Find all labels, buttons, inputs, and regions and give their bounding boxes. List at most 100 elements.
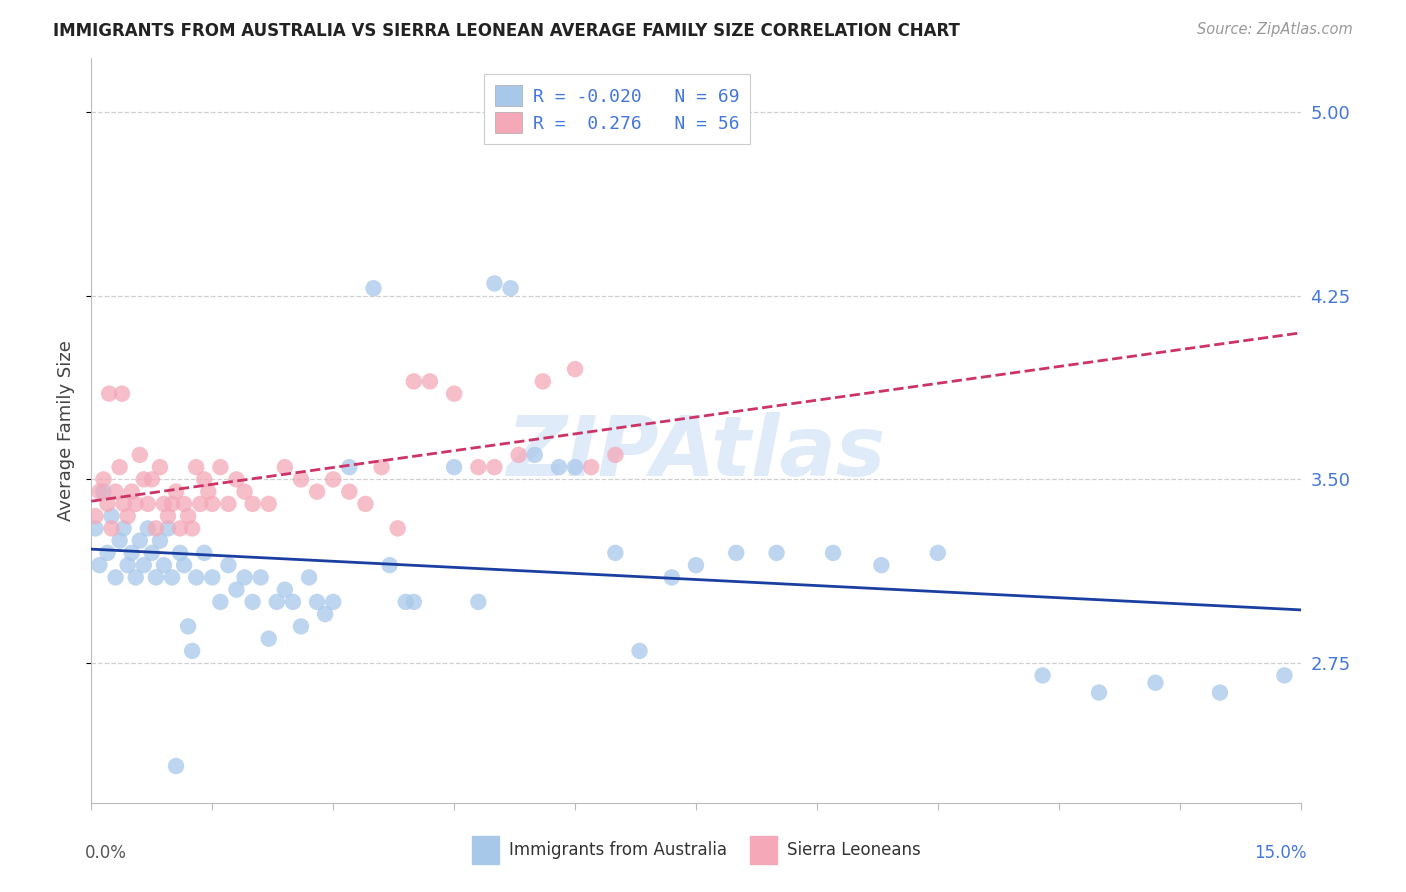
Y-axis label: Average Family Size: Average Family Size (58, 340, 76, 521)
Point (217, 497, 239, 511)
Point (197, 484, 219, 499)
Point (193, 472, 215, 486)
Point (112, 521, 135, 535)
Point (322, 472, 344, 486)
Point (181, 521, 204, 535)
Point (128, 448, 150, 462)
Point (98, 386, 121, 401)
Point (111, 386, 134, 401)
Point (96, 546, 118, 560)
Point (225, 472, 247, 486)
Point (233, 570, 256, 584)
Point (628, 644, 651, 658)
Point (193, 546, 215, 560)
Point (531, 375, 554, 389)
Point (100, 509, 122, 524)
Point (274, 460, 297, 475)
Point (89, 484, 111, 499)
Bar (751, 836, 778, 863)
Point (112, 497, 135, 511)
Text: IMMIGRANTS FROM AUSTRALIA VS SIERRA LEONEAN AVERAGE FAMILY SIZE CORRELATION CHAR: IMMIGRANTS FROM AUSTRALIA VS SIERRA LEON… (53, 22, 960, 40)
Point (484, 277, 506, 291)
Point (188, 497, 211, 511)
Point (257, 497, 280, 511)
Point (108, 533, 131, 548)
Point (281, 595, 304, 609)
Point (93, 472, 115, 486)
Point (104, 570, 127, 584)
Point (484, 460, 506, 475)
Legend: R = -0.020   N = 69, R =  0.276   N = 56: R = -0.020 N = 69, R = 0.276 N = 56 (484, 74, 751, 145)
Text: Immigrants from Australia: Immigrants from Australia (509, 841, 727, 860)
Point (165, 484, 187, 499)
Point (378, 558, 401, 573)
Point (169, 521, 191, 535)
Point (96, 497, 118, 511)
Point (209, 595, 232, 609)
Point (84, 521, 107, 535)
Point (1209, 685, 1232, 699)
Point (153, 558, 176, 573)
Point (156, 521, 179, 535)
Point (605, 448, 627, 462)
Text: Sierra Leoneans: Sierra Leoneans (786, 841, 921, 860)
Point (136, 497, 159, 511)
Point (201, 570, 224, 584)
Point (1088, 685, 1111, 699)
Point (605, 546, 627, 560)
Point (104, 484, 127, 499)
Point (337, 484, 360, 499)
Point (499, 281, 522, 295)
Point (209, 460, 232, 475)
Point (523, 448, 546, 462)
Point (564, 460, 586, 475)
Point (508, 448, 530, 462)
Point (132, 472, 155, 486)
Point (363, 281, 385, 295)
Point (117, 509, 139, 524)
Point (290, 472, 312, 486)
Text: 0.0%: 0.0% (86, 844, 127, 862)
Point (579, 460, 602, 475)
Point (1144, 675, 1167, 690)
Point (160, 570, 183, 584)
Point (233, 484, 256, 499)
Point (307, 484, 329, 499)
Point (467, 595, 489, 609)
Point (125, 570, 148, 584)
Point (121, 546, 143, 560)
Point (765, 546, 787, 560)
Point (141, 546, 163, 560)
Point (370, 460, 392, 475)
Point (395, 595, 418, 609)
Point (257, 632, 280, 646)
Point (201, 497, 224, 511)
Point (84, 509, 107, 524)
Point (467, 460, 489, 475)
Point (186, 570, 208, 584)
Point (186, 460, 208, 475)
Point (274, 582, 297, 597)
Point (173, 497, 195, 511)
Point (1032, 668, 1054, 682)
Bar (472, 836, 499, 863)
Point (141, 472, 163, 486)
Point (249, 570, 271, 584)
Point (564, 362, 586, 376)
Point (165, 759, 187, 773)
Point (443, 386, 465, 401)
Point (661, 570, 683, 584)
Point (290, 619, 312, 633)
Point (266, 595, 288, 609)
Point (132, 558, 155, 573)
Point (93, 484, 115, 499)
Text: 15.0%: 15.0% (1254, 844, 1306, 862)
Point (419, 375, 441, 389)
Point (298, 570, 321, 584)
Point (402, 595, 425, 609)
Point (117, 558, 139, 573)
Point (169, 546, 191, 560)
Point (136, 521, 159, 535)
Text: ZIPAtlas: ZIPAtlas (506, 412, 886, 493)
Point (89, 558, 111, 573)
